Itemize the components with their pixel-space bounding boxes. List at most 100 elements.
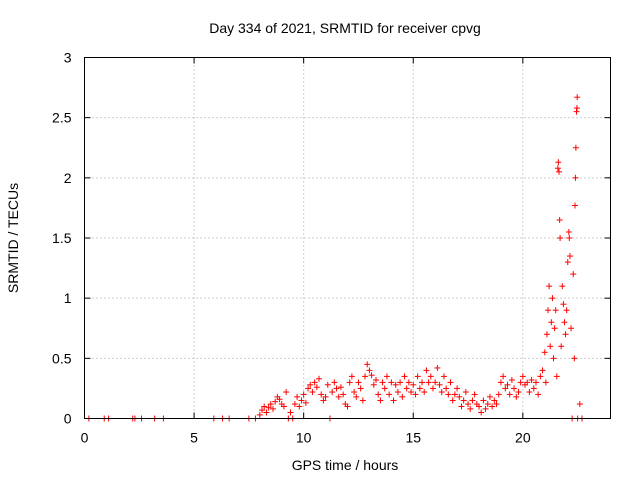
- data-point: [272, 398, 279, 405]
- data-point: [572, 174, 579, 181]
- data-point: [497, 379, 504, 386]
- data-point: [381, 385, 388, 392]
- data-point: [517, 379, 524, 386]
- data-point: [256, 411, 263, 418]
- data-point: [287, 409, 294, 416]
- data-point: [348, 373, 355, 380]
- data-point: [528, 376, 535, 383]
- data-point: [550, 355, 557, 362]
- data-point: [476, 403, 482, 410]
- x-tick-label: 0: [81, 430, 89, 446]
- data-point: [355, 379, 362, 386]
- data-point: [548, 319, 555, 326]
- data-point: [298, 397, 305, 404]
- data-point: [511, 385, 518, 392]
- data-point: [478, 409, 485, 416]
- data-point: [545, 307, 552, 314]
- data-point: [353, 393, 360, 400]
- data-point: [269, 405, 276, 412]
- data-point: [447, 379, 454, 386]
- data-point: [423, 367, 430, 374]
- data-point: [491, 397, 498, 404]
- data-point: [489, 403, 496, 410]
- data-point: [572, 144, 579, 151]
- data-point: [554, 165, 561, 172]
- data-point: [313, 384, 320, 391]
- data-point: [504, 381, 511, 388]
- data-point: [495, 391, 502, 398]
- data-point: [331, 379, 338, 386]
- y-tick-labels: 0 0.5 1 1.5 2 2.5 3: [52, 50, 72, 427]
- data-point: [340, 391, 347, 398]
- data-point: [549, 295, 556, 302]
- data-point: [445, 391, 452, 398]
- plot-frame: [84, 57, 611, 419]
- data-point: [379, 379, 386, 386]
- data-point: [576, 401, 583, 408]
- data-points: [85, 94, 586, 422]
- data-point: [484, 401, 491, 408]
- data-point: [559, 283, 566, 290]
- data-point: [329, 389, 336, 396]
- data-point: [568, 325, 575, 332]
- data-point: [318, 391, 325, 398]
- data-point: [335, 393, 342, 400]
- data-point: [416, 385, 423, 392]
- data-point: [302, 399, 309, 406]
- data-point: [551, 325, 558, 332]
- data-point: [333, 385, 340, 392]
- data-point: [388, 379, 395, 386]
- data-point: [535, 391, 542, 398]
- x-tick-label: 10: [296, 430, 312, 446]
- data-point: [267, 401, 274, 408]
- x-tick-label: 15: [405, 430, 421, 446]
- data-point: [573, 105, 580, 112]
- data-point: [565, 228, 572, 235]
- data-point: [493, 401, 500, 408]
- x-tick-labels: 0 5 10 15 20: [81, 430, 531, 446]
- data-point: [502, 385, 509, 392]
- data-point: [438, 389, 445, 396]
- data-point: [357, 385, 364, 392]
- data-point: [434, 364, 441, 371]
- data-point: [296, 403, 303, 410]
- data-point: [537, 373, 544, 380]
- data-point: [469, 397, 476, 404]
- data-point: [486, 393, 493, 400]
- x-tick-label: 20: [515, 430, 531, 446]
- data-point: [427, 373, 434, 380]
- data-point: [412, 391, 419, 398]
- data-point: [261, 403, 268, 410]
- data-point: [555, 168, 562, 175]
- data-point: [571, 202, 578, 209]
- data-point: [563, 307, 570, 314]
- data-point: [513, 393, 520, 400]
- y-tick-label: 2: [64, 170, 72, 186]
- data-point: [322, 393, 329, 400]
- data-point: [515, 389, 522, 396]
- data-point: [307, 381, 314, 388]
- data-point: [560, 301, 567, 308]
- data-point: [283, 389, 290, 396]
- y-tick-label: 2.5: [52, 110, 72, 126]
- tick-marks: [84, 57, 611, 419]
- data-point: [362, 373, 369, 380]
- data-point: [375, 391, 382, 398]
- data-point: [526, 389, 533, 396]
- data-point: [421, 389, 428, 396]
- data-point: [562, 331, 569, 338]
- x-tick-label: 5: [190, 430, 198, 446]
- data-point: [305, 385, 312, 392]
- data-point: [566, 235, 573, 241]
- data-point: [570, 271, 577, 278]
- data-point: [456, 393, 463, 400]
- data-point: [419, 379, 426, 386]
- data-point: [462, 389, 469, 396]
- data-point: [294, 393, 301, 400]
- data-point: [408, 389, 415, 396]
- data-point: [558, 343, 565, 350]
- data-point: [386, 391, 393, 398]
- data-point: [574, 94, 581, 101]
- data-point: [454, 385, 461, 392]
